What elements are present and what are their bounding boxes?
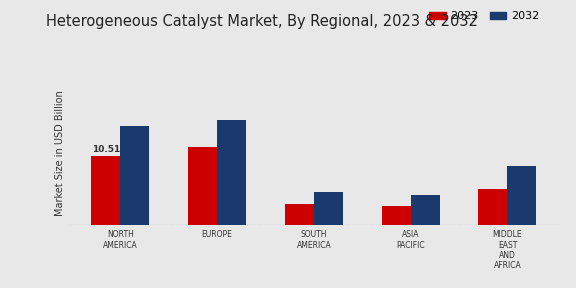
Bar [507,166,536,225]
Text: 10.51: 10.51 [92,145,120,154]
Bar [411,195,439,225]
Bar [382,206,411,225]
Text: Heterogeneous Catalyst Market, By Regional, 2023 & 2032: Heterogeneous Catalyst Market, By Region… [46,14,478,29]
Bar [314,192,343,225]
Bar [92,156,120,225]
Bar [285,204,314,225]
Bar [479,189,507,225]
Bar [120,126,149,225]
Bar [217,120,246,225]
Y-axis label: Market Size in USD Billion: Market Size in USD Billion [55,90,65,215]
Bar [188,147,217,225]
Legend: 2023, 2032: 2023, 2032 [425,7,543,26]
